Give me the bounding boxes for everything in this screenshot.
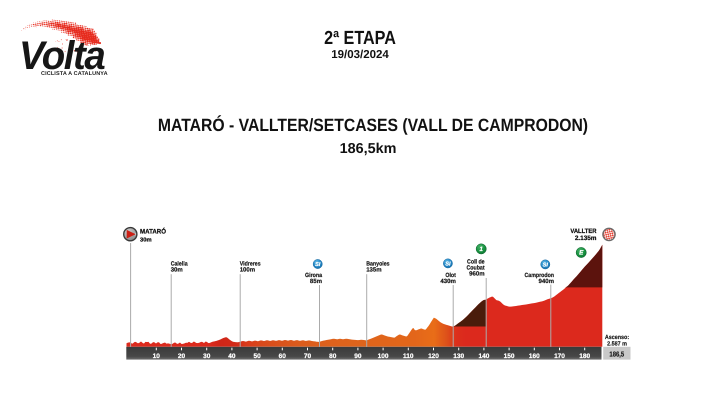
svg-text:Calella: Calella	[171, 260, 189, 267]
svg-text:SI: SI	[315, 262, 321, 268]
svg-text:2.135m: 2.135m	[575, 235, 597, 242]
svg-text:E: E	[579, 250, 584, 257]
svg-text:2.587 m: 2.587 m	[607, 340, 627, 347]
svg-text:135m: 135m	[366, 267, 381, 274]
svg-text:Coll de: Coll de	[467, 259, 485, 266]
svg-text:Girona: Girona	[305, 272, 323, 279]
svg-text:170: 170	[554, 353, 565, 360]
svg-text:Coubat: Coubat	[466, 265, 484, 272]
svg-text:VALLTER: VALLTER	[570, 228, 597, 235]
svg-text:MATARÓ: MATARÓ	[140, 228, 166, 236]
svg-text:90: 90	[354, 353, 362, 360]
svg-text:80: 80	[329, 353, 337, 360]
svg-text:100m: 100m	[240, 267, 255, 274]
svg-text:85m: 85m	[310, 278, 322, 285]
svg-text:10: 10	[153, 353, 161, 360]
svg-text:100: 100	[378, 353, 389, 360]
svg-text:60: 60	[279, 353, 287, 360]
svg-text:430m: 430m	[440, 278, 455, 285]
svg-text:130: 130	[453, 353, 464, 360]
svg-text:SI: SI	[445, 261, 451, 267]
svg-text:960m: 960m	[469, 271, 484, 278]
svg-text:140: 140	[478, 353, 489, 360]
svg-text:1: 1	[479, 246, 483, 253]
svg-text:20: 20	[178, 353, 186, 360]
svg-text:Camprodon: Camprodon	[524, 272, 554, 279]
svg-text:Ascenso:: Ascenso:	[605, 334, 629, 341]
svg-text:180: 180	[579, 353, 590, 360]
svg-text:160: 160	[529, 353, 540, 360]
svg-text:110: 110	[403, 353, 414, 360]
svg-text:186,5: 186,5	[609, 349, 624, 358]
svg-text:50: 50	[253, 353, 261, 360]
svg-text:Olot: Olot	[445, 272, 456, 279]
svg-text:Banyoles: Banyoles	[366, 260, 390, 267]
svg-text:40: 40	[228, 353, 236, 360]
svg-text:70: 70	[304, 353, 312, 360]
svg-text:940m: 940m	[539, 278, 554, 285]
svg-text:150: 150	[504, 353, 515, 360]
svg-text:Vidreres: Vidreres	[240, 260, 262, 267]
svg-text:SI: SI	[543, 262, 549, 268]
svg-text:30m: 30m	[171, 267, 183, 274]
svg-text:120: 120	[428, 353, 439, 360]
svg-text:30m: 30m	[140, 236, 152, 243]
svg-text:30: 30	[203, 353, 211, 360]
